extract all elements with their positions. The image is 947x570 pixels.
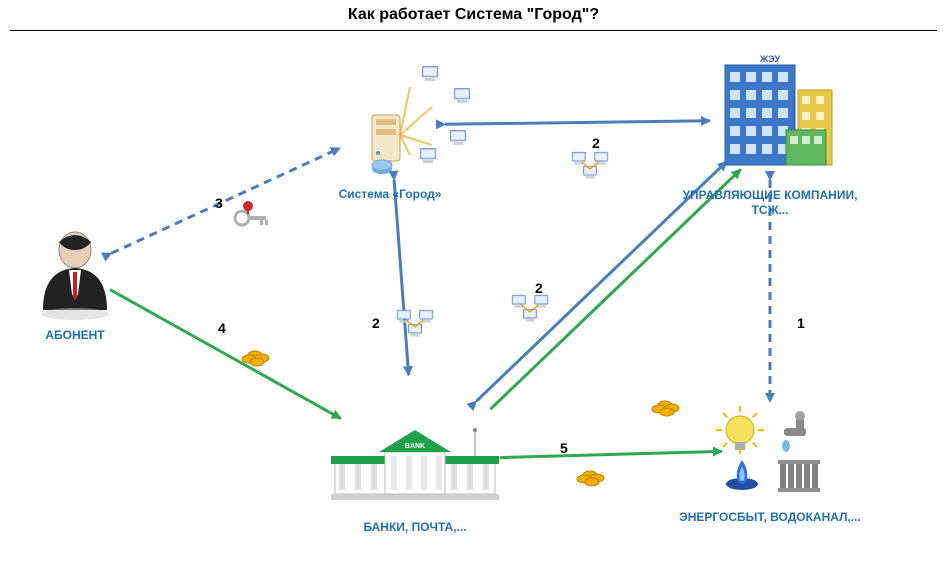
edge-bank-energy (500, 451, 722, 457)
edge-sub-bank (110, 290, 341, 419)
svg-text:ЖЭУ: ЖЭУ (759, 54, 781, 64)
pc-net-icon (512, 295, 548, 321)
edge-label-sub-system: 3 (215, 195, 223, 211)
edge-system-bank (394, 180, 409, 375)
coins-icon (577, 471, 604, 486)
bank-icon: BANK (331, 428, 499, 500)
diagram-canvas: ЖЭУ BANK (0, 0, 947, 570)
coins-icon (652, 401, 679, 416)
edge-label-bank-energy: 5 (560, 440, 568, 456)
system-icon (372, 67, 470, 175)
edge-sub-system (111, 148, 340, 253)
edge-system-comp (445, 121, 710, 124)
subscriber-icon (41, 232, 109, 320)
companies-icon: ЖЭУ (725, 54, 832, 165)
label-energy: ЭНЕРГОСБЫТ, ВОДОКАНАЛ,... (660, 510, 880, 525)
svg-text:BANK: BANK (405, 443, 425, 450)
edge-label-sub-bank: 4 (218, 320, 226, 336)
label-subscriber: АБОНЕНТ (15, 328, 135, 343)
edge-label-comp-energy: 1 (797, 315, 805, 331)
edge-label-system-comp: 2 (592, 135, 600, 151)
pc-net-icon (572, 152, 608, 178)
label-bank: БАНКИ, ПОЧТА,... (325, 520, 505, 535)
pc-net-icon (397, 310, 433, 336)
coins-icon (242, 351, 269, 366)
key-icon (235, 201, 268, 225)
edge-label-system-bank: 2 (372, 315, 380, 331)
label-companies: УПРАВЛЯЮЩИЕ КОМПАНИИ, ТСЖ... (670, 188, 870, 218)
energy-icon (716, 406, 820, 492)
label-system: Система «Город» (310, 187, 470, 202)
edge-label-bank-comp: 2 (535, 280, 543, 296)
